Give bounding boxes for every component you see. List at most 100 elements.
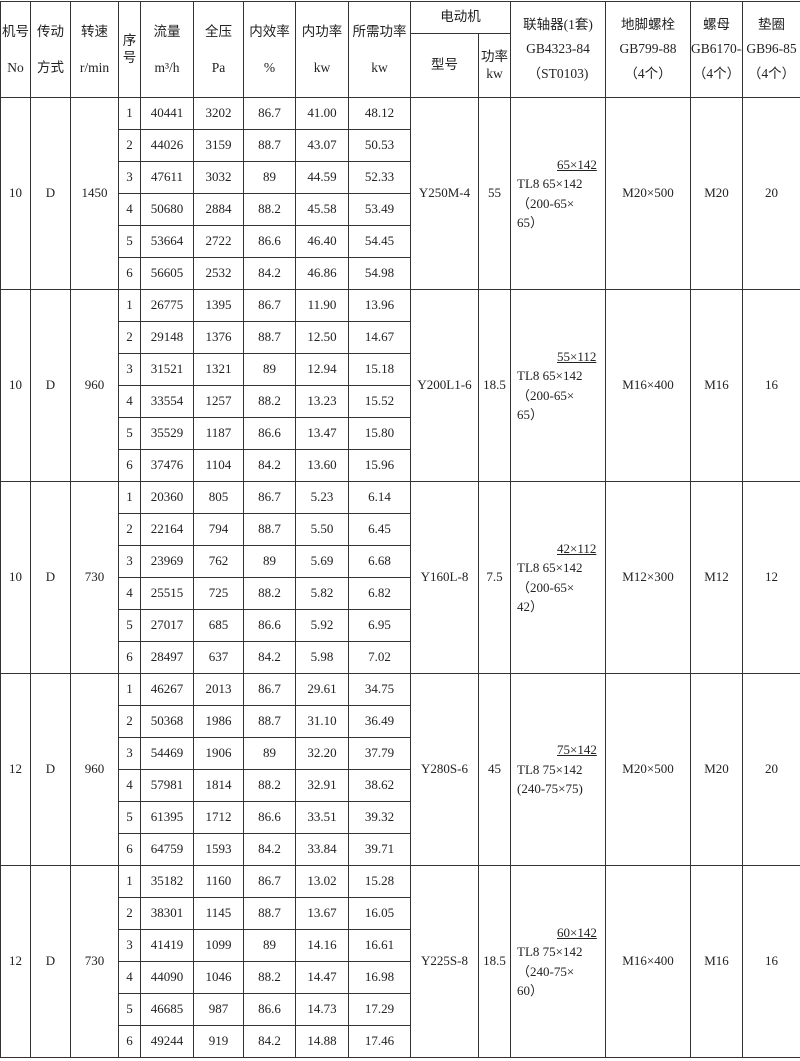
- pressure-cell: 2013: [194, 674, 244, 706]
- required-power-cell: 16.98: [349, 962, 411, 994]
- internal-power-cell: 33.51: [296, 802, 349, 834]
- coupling-spec-underlined: 55×112: [537, 349, 596, 364]
- coupling-spec-underlined: 42×112: [537, 541, 596, 556]
- seq-cell: 6: [119, 1026, 141, 1058]
- internal-power-cell: 32.91: [296, 770, 349, 802]
- anchor-bolt-cell: M12×300: [606, 482, 691, 674]
- flow-cell: 44090: [141, 962, 194, 994]
- required-power-cell: 6.95: [349, 610, 411, 642]
- coupling-line: （240-75×: [517, 962, 605, 982]
- required-power-cell: 16.05: [349, 898, 411, 930]
- pressure-cell: 1257: [194, 386, 244, 418]
- drive-cell: D: [31, 482, 71, 674]
- machine-no-cell: 12: [1, 674, 31, 866]
- required-power-cell: 15.18: [349, 354, 411, 386]
- coupling-line: 42×112: [517, 539, 605, 559]
- header-motor-model: 型号: [411, 34, 479, 98]
- efficiency-cell: 88.7: [244, 322, 296, 354]
- internal-power-cell: 11.90: [296, 290, 349, 322]
- efficiency-cell: 88.7: [244, 514, 296, 546]
- efficiency-cell: 84.2: [244, 258, 296, 290]
- header-drive: 传动方式: [31, 2, 71, 98]
- anchor-bolt-cell: M16×400: [606, 290, 691, 482]
- internal-power-cell: 14.73: [296, 994, 349, 1026]
- flow-cell: 37476: [141, 450, 194, 482]
- flow-cell: 25515: [141, 578, 194, 610]
- pressure-cell: 1046: [194, 962, 244, 994]
- motor-power-cell: 55: [479, 98, 511, 290]
- efficiency-cell: 84.2: [244, 642, 296, 674]
- flow-cell: 46685: [141, 994, 194, 1026]
- motor-model-cell: Y225S-8: [411, 866, 479, 1058]
- pressure-cell: 1814: [194, 770, 244, 802]
- coupling-line: 65）: [517, 405, 605, 425]
- washer-cell: 20: [743, 98, 800, 290]
- pressure-cell: 1104: [194, 450, 244, 482]
- internal-power-cell: 5.92: [296, 610, 349, 642]
- internal-power-cell: 13.60: [296, 450, 349, 482]
- required-power-cell: 38.62: [349, 770, 411, 802]
- drive-cell: D: [31, 98, 71, 290]
- machine-no-cell: 10: [1, 290, 31, 482]
- seq-cell: 4: [119, 962, 141, 994]
- flow-cell: 28497: [141, 642, 194, 674]
- pressure-cell: 2532: [194, 258, 244, 290]
- header-seq: 序号: [119, 2, 141, 98]
- internal-power-cell: 33.84: [296, 834, 349, 866]
- required-power-cell: 54.45: [349, 226, 411, 258]
- seq-cell: 3: [119, 162, 141, 194]
- internal-power-cell: 13.67: [296, 898, 349, 930]
- speed-cell: 1450: [71, 98, 119, 290]
- speed-cell: 730: [71, 866, 119, 1058]
- efficiency-cell: 86.7: [244, 98, 296, 130]
- efficiency-cell: 88.7: [244, 898, 296, 930]
- internal-power-cell: 31.10: [296, 706, 349, 738]
- seq-cell: 2: [119, 514, 141, 546]
- efficiency-cell: 86.6: [244, 226, 296, 258]
- required-power-cell: 39.71: [349, 834, 411, 866]
- speed-cell: 960: [71, 290, 119, 482]
- efficiency-cell: 86.7: [244, 290, 296, 322]
- seq-cell: 2: [119, 898, 141, 930]
- pressure-cell: 919: [194, 1026, 244, 1058]
- flow-cell: 35529: [141, 418, 194, 450]
- coupling-line: TL8 65×142: [517, 558, 605, 578]
- seq-cell: 5: [119, 226, 141, 258]
- motor-model-cell: Y160L-8: [411, 482, 479, 674]
- pressure-cell: 637: [194, 642, 244, 674]
- internal-power-cell: 5.50: [296, 514, 349, 546]
- pressure-cell: 1376: [194, 322, 244, 354]
- flow-cell: 40441: [141, 98, 194, 130]
- required-power-cell: 15.96: [349, 450, 411, 482]
- pressure-cell: 1145: [194, 898, 244, 930]
- flow-cell: 53664: [141, 226, 194, 258]
- efficiency-cell: 88.2: [244, 386, 296, 418]
- internal-power-cell: 13.47: [296, 418, 349, 450]
- coupling-line: 65）: [517, 213, 605, 233]
- coupling-line: （200-65×: [517, 578, 605, 598]
- internal-power-cell: 5.23: [296, 482, 349, 514]
- internal-power-cell: 5.69: [296, 546, 349, 578]
- pressure-cell: 1187: [194, 418, 244, 450]
- pressure-cell: 2884: [194, 194, 244, 226]
- internal-power-cell: 46.86: [296, 258, 349, 290]
- seq-cell: 3: [119, 738, 141, 770]
- coupling-line: 65×142: [517, 155, 605, 175]
- seq-cell: 6: [119, 834, 141, 866]
- required-power-cell: 48.12: [349, 98, 411, 130]
- efficiency-cell: 84.2: [244, 834, 296, 866]
- seq-cell: 2: [119, 130, 141, 162]
- efficiency-cell: 89: [244, 546, 296, 578]
- internal-power-cell: 5.82: [296, 578, 349, 610]
- seq-cell: 3: [119, 546, 141, 578]
- efficiency-cell: 86.7: [244, 674, 296, 706]
